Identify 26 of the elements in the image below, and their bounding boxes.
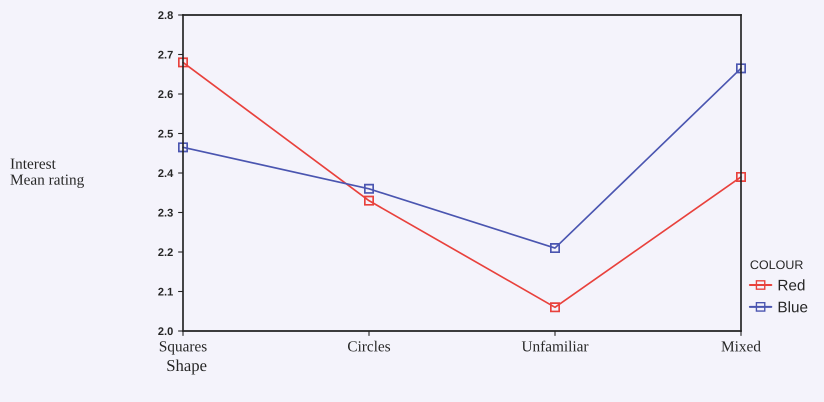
x-axis-title: Shape (167, 359, 206, 375)
point (550, 302, 560, 312)
x-tick-label: Mixed (721, 340, 761, 352)
y-tick-label: 2.1 (158, 288, 173, 296)
y-tick-label: 2.7 (158, 50, 173, 59)
legend-label: Red (778, 279, 804, 291)
point (178, 142, 188, 152)
x-tick-label: Unfamiliar (522, 340, 588, 352)
point (364, 184, 374, 194)
y-tick-label: 2.8 (158, 11, 173, 20)
point (550, 243, 560, 254)
y-tick-label: 2.2 (158, 248, 173, 256)
y-axis-title: Interest Mean rating (10, 158, 84, 188)
point (736, 63, 746, 74)
y-tick-label: 2.3 (158, 208, 173, 217)
y-tick-label: 2.4 (158, 169, 174, 178)
legend-label: Blue (778, 301, 808, 312)
point (178, 57, 188, 68)
point (736, 172, 746, 182)
y-tick-label: 2.0 (158, 327, 173, 336)
point (364, 196, 374, 206)
x-tick-label: Squares (160, 341, 207, 355)
y-tick-label: 2.6 (158, 90, 173, 98)
legend-title: COLOUR (750, 260, 803, 270)
y-tick-label: 2.5 (158, 130, 173, 138)
x-tick-label: Circles (348, 340, 390, 352)
